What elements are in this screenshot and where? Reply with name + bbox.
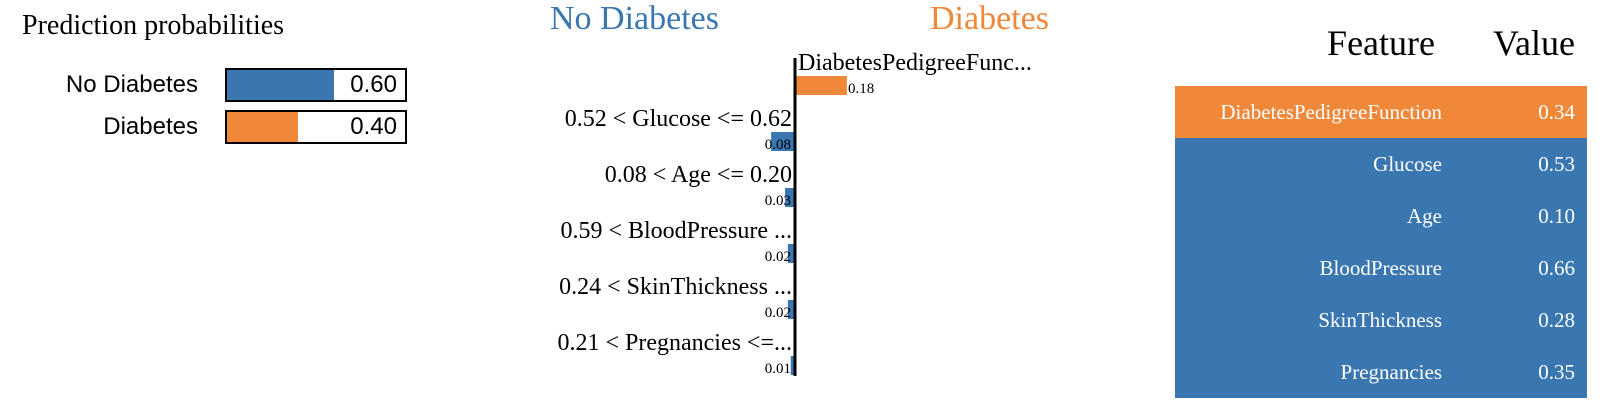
value-label: 0.02	[765, 305, 791, 321]
feature-cell: SkinThickness	[1318, 308, 1442, 332]
class-title-positive: Diabetes	[930, 0, 1049, 37]
value-cell: 0.34	[1538, 100, 1575, 124]
feature-bar	[790, 356, 794, 375]
class-title-negative: No Diabetes	[550, 0, 720, 37]
table-row: SkinThickness 0.28	[1175, 294, 1587, 346]
feature-bar	[787, 300, 794, 319]
feature-label: 0.52 < Glucose <= 0.62	[565, 106, 792, 132]
prob-value: 0.40	[350, 113, 397, 140]
table-header: Feature Value	[1175, 22, 1595, 72]
feature-bar	[785, 188, 794, 207]
feature-cell: Age	[1407, 204, 1442, 228]
prob-bar-frame: 0.60	[225, 68, 407, 102]
prob-row-diabetes: Diabetes 0.40	[0, 110, 420, 144]
feature-label: DiabetesPedigreeFunc...	[798, 50, 1032, 76]
feature-bar	[796, 76, 847, 95]
prob-bar-fill	[227, 112, 299, 142]
feature-label: 0.08 < Age <= 0.20	[605, 162, 792, 188]
feature-cell: Glucose	[1373, 152, 1442, 176]
prediction-probabilities-panel: Prediction probabilities No Diabetes 0.6…	[0, 0, 440, 200]
header-value: Value	[1493, 23, 1575, 63]
feature-cell: DiabetesPedigreeFunction	[1220, 100, 1442, 124]
table-row: Glucose 0.53	[1175, 138, 1587, 190]
prob-value: 0.60	[350, 71, 397, 98]
feature-bar	[771, 132, 794, 151]
table-body: DiabetesPedigreeFunction 0.34 Glucose 0.…	[1175, 86, 1587, 398]
header-feature: Feature	[1327, 23, 1435, 63]
value-cell: 0.28	[1538, 308, 1575, 332]
feature-label: 0.21 < Pregnancies <=...	[557, 330, 792, 356]
value-label: 0.02	[765, 249, 791, 265]
feature-cell: BloodPressure	[1319, 256, 1443, 280]
table-row: DiabetesPedigreeFunction 0.34	[1175, 86, 1587, 138]
feature-value-table: Feature Value DiabetesPedigreeFunction 0…	[1175, 0, 1595, 410]
prob-label: No Diabetes	[65, 71, 198, 98]
value-cell: 0.66	[1538, 256, 1575, 280]
feature-bar	[787, 244, 794, 263]
prob-label: Diabetes	[103, 113, 198, 140]
feature-label: 0.59 < BloodPressure ...	[560, 218, 792, 244]
feature-cell: Pregnancies	[1340, 360, 1442, 384]
prob-bar-frame: 0.40	[225, 110, 407, 144]
value-label: 0.18	[848, 81, 874, 97]
table-row: BloodPressure 0.66	[1175, 242, 1587, 294]
value-cell: 0.10	[1538, 204, 1575, 228]
value-label: 0.01	[765, 361, 791, 377]
table-row: Pregnancies 0.35	[1175, 346, 1587, 398]
value-label: 0.08	[765, 137, 791, 153]
prob-bar-fill	[227, 70, 334, 100]
prediction-title: Prediction probabilities	[22, 10, 285, 41]
value-cell: 0.53	[1538, 152, 1575, 176]
prob-row-no-diabetes: No Diabetes 0.60	[0, 68, 420, 102]
feature-label: 0.24 < SkinThickness ...	[559, 274, 792, 300]
value-label: 0.03	[765, 193, 791, 209]
explanation-chart: No Diabetes Diabetes DiabetesPedigreeFun…	[520, 0, 1140, 410]
table-row: Age 0.10	[1175, 190, 1587, 242]
explanation-svg: DiabetesPedigreeFunc... 0.18 0.52 < Glucos…	[557, 50, 1032, 377]
value-cell: 0.35	[1538, 360, 1575, 384]
